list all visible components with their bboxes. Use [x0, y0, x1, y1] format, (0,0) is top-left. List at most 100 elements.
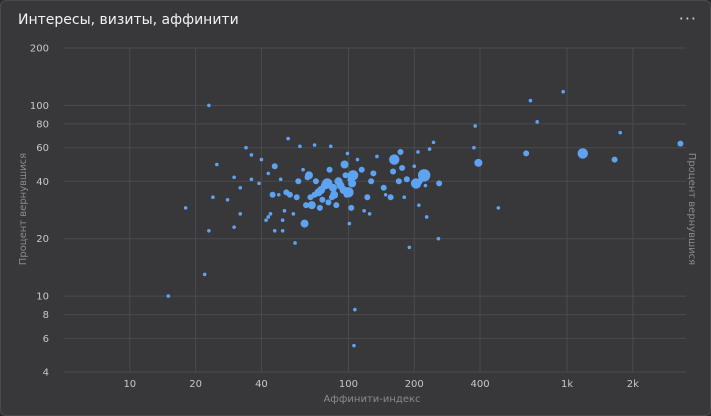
data-point[interactable]	[257, 181, 261, 186]
data-point[interactable]	[238, 212, 243, 216]
data-point[interactable]	[368, 178, 375, 185]
data-point[interactable]	[340, 160, 349, 169]
data-point[interactable]	[424, 215, 429, 219]
data-point[interactable]	[472, 145, 476, 150]
data-point[interactable]	[383, 192, 388, 197]
data-point[interactable]	[244, 145, 248, 150]
data-point[interactable]	[362, 209, 366, 213]
data-point[interactable]	[561, 89, 565, 94]
data-point[interactable]	[535, 120, 539, 124]
data-point[interactable]	[417, 169, 431, 182]
data-point[interactable]	[249, 153, 254, 157]
data-point[interactable]	[268, 212, 273, 216]
data-point[interactable]	[207, 229, 211, 233]
data-point[interactable]	[523, 150, 530, 157]
data-point[interactable]	[347, 170, 359, 181]
data-point[interactable]	[342, 172, 349, 179]
data-point[interactable]	[395, 178, 402, 185]
data-point[interactable]	[202, 272, 207, 277]
data-point[interactable]	[303, 202, 310, 209]
data-point[interactable]	[328, 144, 333, 149]
data-point[interactable]	[347, 221, 352, 226]
data-point[interactable]	[300, 219, 309, 228]
data-point[interactable]	[403, 176, 410, 183]
data-point[interactable]	[474, 158, 483, 167]
data-point[interactable]	[286, 191, 293, 198]
data-point[interactable]	[307, 201, 316, 210]
data-point[interactable]	[677, 140, 684, 147]
data-point[interactable]	[364, 194, 371, 201]
data-point[interactable]	[352, 343, 356, 348]
data-point[interactable]	[389, 154, 400, 165]
data-point[interactable]	[390, 168, 397, 175]
data-point[interactable]	[387, 194, 394, 201]
data-point[interactable]	[166, 294, 171, 298]
data-point[interactable]	[473, 124, 477, 128]
data-point[interactable]	[215, 162, 219, 167]
data-point[interactable]	[528, 98, 533, 103]
data-point[interactable]	[269, 191, 276, 198]
data-point[interactable]	[412, 164, 417, 168]
data-point[interactable]	[416, 150, 420, 154]
data-point[interactable]	[375, 154, 379, 159]
data-point[interactable]	[329, 183, 338, 192]
data-point[interactable]	[618, 130, 622, 135]
data-point[interactable]	[358, 166, 365, 173]
data-point[interactable]	[436, 180, 443, 187]
data-point[interactable]	[280, 229, 285, 233]
data-point[interactable]	[266, 215, 271, 219]
data-point[interactable]	[271, 163, 278, 170]
data-point[interactable]	[345, 151, 350, 156]
data-point[interactable]	[276, 192, 281, 197]
data-point[interactable]	[397, 148, 404, 155]
data-point[interactable]	[272, 229, 277, 233]
data-point[interactable]	[298, 144, 302, 149]
data-point[interactable]	[301, 167, 305, 172]
data-point[interactable]	[355, 157, 360, 162]
data-point[interactable]	[312, 143, 317, 147]
data-point[interactable]	[183, 206, 188, 210]
data-point[interactable]	[259, 157, 264, 162]
data-point[interactable]	[325, 199, 332, 206]
data-point[interactable]	[496, 206, 501, 210]
data-point[interactable]	[232, 225, 236, 229]
data-point[interactable]	[431, 140, 436, 145]
data-point[interactable]	[312, 178, 319, 185]
data-point[interactable]	[295, 178, 302, 185]
data-point[interactable]	[211, 195, 215, 200]
data-point[interactable]	[343, 187, 354, 198]
data-point[interactable]	[326, 166, 333, 173]
data-point[interactable]	[286, 136, 290, 141]
data-point[interactable]	[207, 103, 211, 108]
data-point[interactable]	[266, 171, 271, 176]
data-point[interactable]	[611, 156, 618, 163]
more-dots-icon[interactable]: ···	[678, 9, 697, 28]
data-point[interactable]	[232, 175, 236, 180]
data-point[interactable]	[304, 171, 313, 180]
data-point[interactable]	[427, 147, 432, 151]
data-point[interactable]	[293, 241, 297, 245]
data-point[interactable]	[423, 183, 428, 188]
data-point[interactable]	[417, 203, 421, 207]
data-point[interactable]	[407, 245, 412, 250]
data-point[interactable]	[348, 204, 355, 211]
data-point[interactable]	[367, 212, 372, 216]
data-point[interactable]	[278, 177, 283, 182]
data-point[interactable]	[238, 185, 243, 190]
data-point[interactable]	[291, 212, 296, 216]
data-point[interactable]	[316, 204, 323, 211]
data-point[interactable]	[399, 164, 406, 171]
data-point[interactable]	[436, 236, 441, 241]
data-point[interactable]	[330, 190, 339, 199]
data-point[interactable]	[264, 218, 268, 223]
data-point[interactable]	[370, 170, 377, 177]
data-point[interactable]	[280, 218, 285, 223]
data-point[interactable]	[380, 184, 387, 191]
data-point[interactable]	[282, 209, 287, 213]
data-point[interactable]	[249, 177, 254, 182]
data-point[interactable]	[353, 307, 357, 312]
data-point[interactable]	[293, 194, 300, 201]
data-point[interactable]	[333, 202, 340, 209]
data-point[interactable]	[225, 197, 230, 202]
data-point[interactable]	[577, 148, 588, 159]
